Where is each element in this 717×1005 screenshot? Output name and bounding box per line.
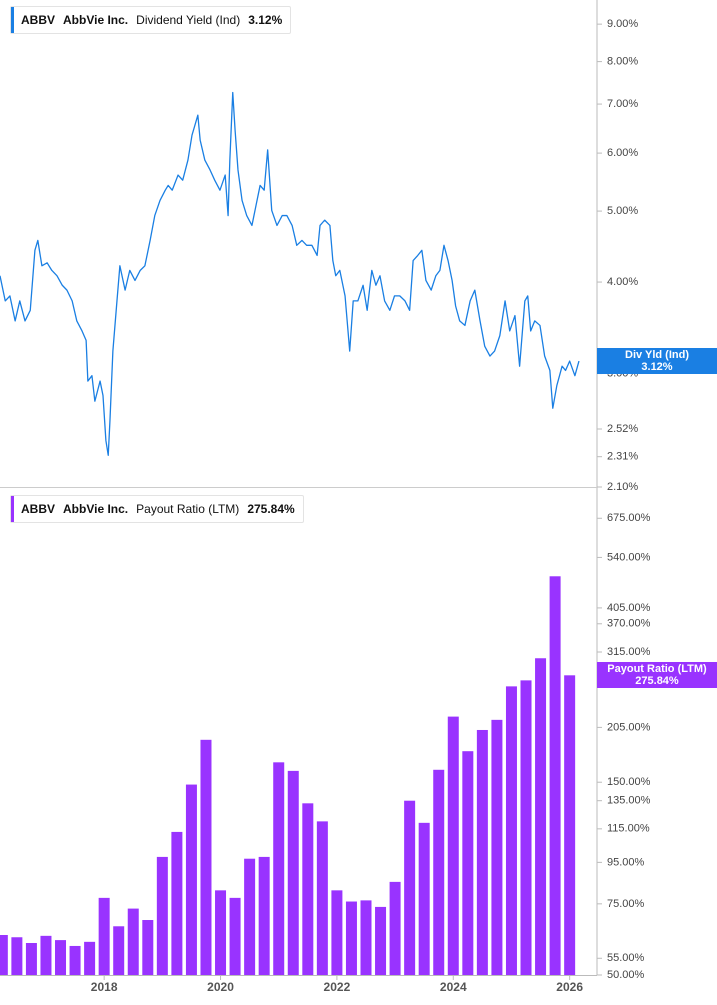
y-tick-label: 675.00% [607,512,651,524]
bar [185,784,197,975]
y-tick-label: 95.00% [607,856,645,868]
y-tick-label: 315.00% [607,646,651,658]
y-tick-label: 50.00% [607,969,645,981]
bar [535,658,547,975]
bar [316,821,328,975]
bar [418,822,430,975]
bar [142,920,154,975]
callout-name: Div Yld (Ind) [625,349,689,362]
bar [0,935,8,975]
legend-value: 3.12% [248,13,283,27]
x-tick-label: 2020 [207,980,234,994]
company: AbbVie Inc. [63,502,129,516]
bar [491,719,503,975]
bar [55,940,67,975]
bar [360,900,372,975]
bar [156,856,168,975]
bar [433,769,445,975]
callout-value: 275.84% [635,675,679,688]
bar [171,831,183,975]
y-tick-label: 205.00% [607,721,651,733]
bar [549,576,561,975]
bar [287,770,299,975]
bar [345,901,357,975]
bar [244,858,256,975]
callout-value: 3.12% [641,361,673,374]
bar [40,935,52,975]
ticker: ABBV [21,502,56,516]
metric: Payout Ratio (LTM) [136,502,240,516]
bar [258,856,270,975]
bar [476,729,488,975]
y-tick-label: 75.00% [607,898,645,910]
y-tick-label: 2.52% [607,423,638,435]
y-tick-label: 115.00% [607,823,650,835]
y-tick-label: 2.10% [607,481,638,493]
bar [200,739,212,975]
bar [229,897,241,975]
metric: Dividend Yield (Ind) [136,13,241,27]
line [0,91,580,456]
bar [564,675,576,975]
last-value-callout: Payout Ratio (LTM) 275.84% [597,662,717,689]
y-tick-label: 135.00% [607,795,651,807]
y-tick-label: 5.00% [607,205,638,217]
bar [215,890,227,975]
x-tick-label: 2024 [440,980,467,994]
last-value-callout: Div Yld (Ind) 3.12% [597,348,717,375]
bar [98,897,110,975]
y-tick-label: 370.00% [607,618,651,630]
bar [375,906,387,975]
bar [127,908,139,975]
bar [25,943,37,975]
company: AbbVie Inc. [63,13,129,27]
y-tick-label: 6.00% [607,147,638,159]
legend-box: ABBV AbbVie Inc. Payout Ratio (LTM) 275.… [10,495,304,523]
ticker: ABBV [21,13,56,27]
bar [273,762,285,975]
bar [447,716,459,975]
callout-name: Payout Ratio (LTM) [607,663,707,676]
x-tick-label: 2026 [556,980,583,994]
bar [84,941,96,975]
y-tick-label: 9.00% [607,18,638,30]
bar [505,686,517,975]
bar [302,803,314,975]
y-tick-label: 150.00% [607,776,651,788]
legend-color [11,7,14,33]
y-tick-label: 405.00% [607,602,651,614]
bar [462,751,474,975]
bar [11,937,23,975]
y-tick-label: 540.00% [607,551,651,563]
bar [331,890,343,975]
y-tick-label: 55.00% [607,952,645,964]
x-tick-label: 2022 [324,980,351,994]
legend-value: 275.84% [247,502,295,516]
bar [113,926,125,975]
y-tick-label: 7.00% [607,98,638,110]
legend-color [11,496,14,522]
legend-box: ABBV AbbVie Inc. Dividend Yield (Ind) 3.… [10,6,292,34]
y-tick-label: 2.31% [607,451,638,463]
y-tick-label: 8.00% [607,56,638,68]
x-tick-label: 2018 [91,980,118,994]
y-tick-label: 4.00% [607,276,638,288]
bar [389,881,401,975]
bar [404,800,416,975]
bar [69,945,81,975]
bar [520,680,532,975]
